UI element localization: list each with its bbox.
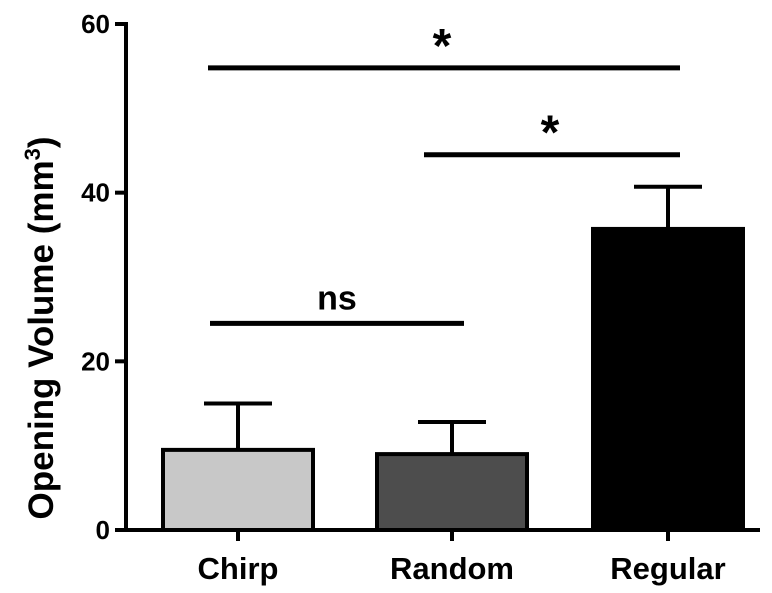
y-axis-label: Opening Volume (mm3) <box>20 137 61 520</box>
y-tick-label: 0 <box>96 515 110 545</box>
y-tick-label: 40 <box>81 178 110 208</box>
significance-annotations: ns * * <box>208 20 680 326</box>
x-tick-label: Regular <box>610 551 725 586</box>
significance-label: ns <box>317 279 357 317</box>
bar-chirp <box>161 447 315 532</box>
x-tick-label: Random <box>390 551 514 586</box>
y-axis-label-close: ) <box>22 137 61 149</box>
y-axis-label-superscript: 3 <box>20 148 45 160</box>
bar-random <box>375 452 529 533</box>
significance-label: * <box>433 20 452 73</box>
x-tick-label: Chirp <box>198 551 279 586</box>
bars <box>161 226 745 533</box>
y-tick-label: 60 <box>81 9 110 39</box>
significance-label: * <box>541 107 560 160</box>
error-bars <box>204 184 702 455</box>
bar-regular <box>591 226 745 532</box>
y-tick-label: 20 <box>81 346 110 376</box>
